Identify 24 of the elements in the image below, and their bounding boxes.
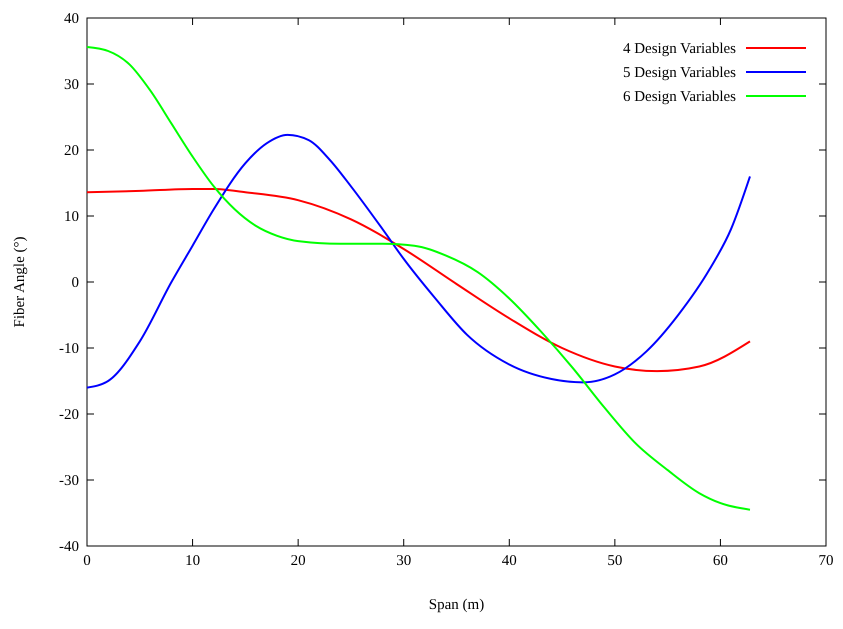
x-tick-label: 70: [818, 553, 834, 569]
y-axis-title: Fiber Angle (°): [12, 236, 28, 328]
y-tick-label: 10: [64, 209, 79, 225]
y-tick-label: -40: [59, 539, 79, 555]
y-tick-label: 40: [64, 11, 79, 27]
x-tick-label: 10: [185, 553, 200, 569]
line-series: [86, 188, 751, 372]
x-tick-label: 20: [290, 553, 306, 569]
y-tick-label: -20: [59, 407, 79, 423]
y-tick-label: 30: [64, 77, 79, 93]
x-axis-title: Span (m): [428, 597, 484, 613]
y-tick-label: 0: [72, 275, 79, 291]
x-tick-label: 0: [83, 553, 91, 569]
y-tick-label: -10: [59, 341, 79, 357]
legend-label: 5 Design Variables: [622, 65, 736, 81]
x-tick-label: 50: [607, 553, 622, 569]
x-tick-label: 30: [396, 553, 412, 569]
y-tick-label: 20: [64, 143, 79, 159]
x-tick-label: 40: [502, 553, 517, 569]
line-series: [86, 134, 751, 389]
legend-label: 6 Design Variables: [622, 89, 736, 105]
x-tick-label: 60: [712, 553, 728, 569]
y-tick-label: -30: [59, 473, 79, 489]
legend-label: 4 Design Variables: [622, 41, 736, 57]
